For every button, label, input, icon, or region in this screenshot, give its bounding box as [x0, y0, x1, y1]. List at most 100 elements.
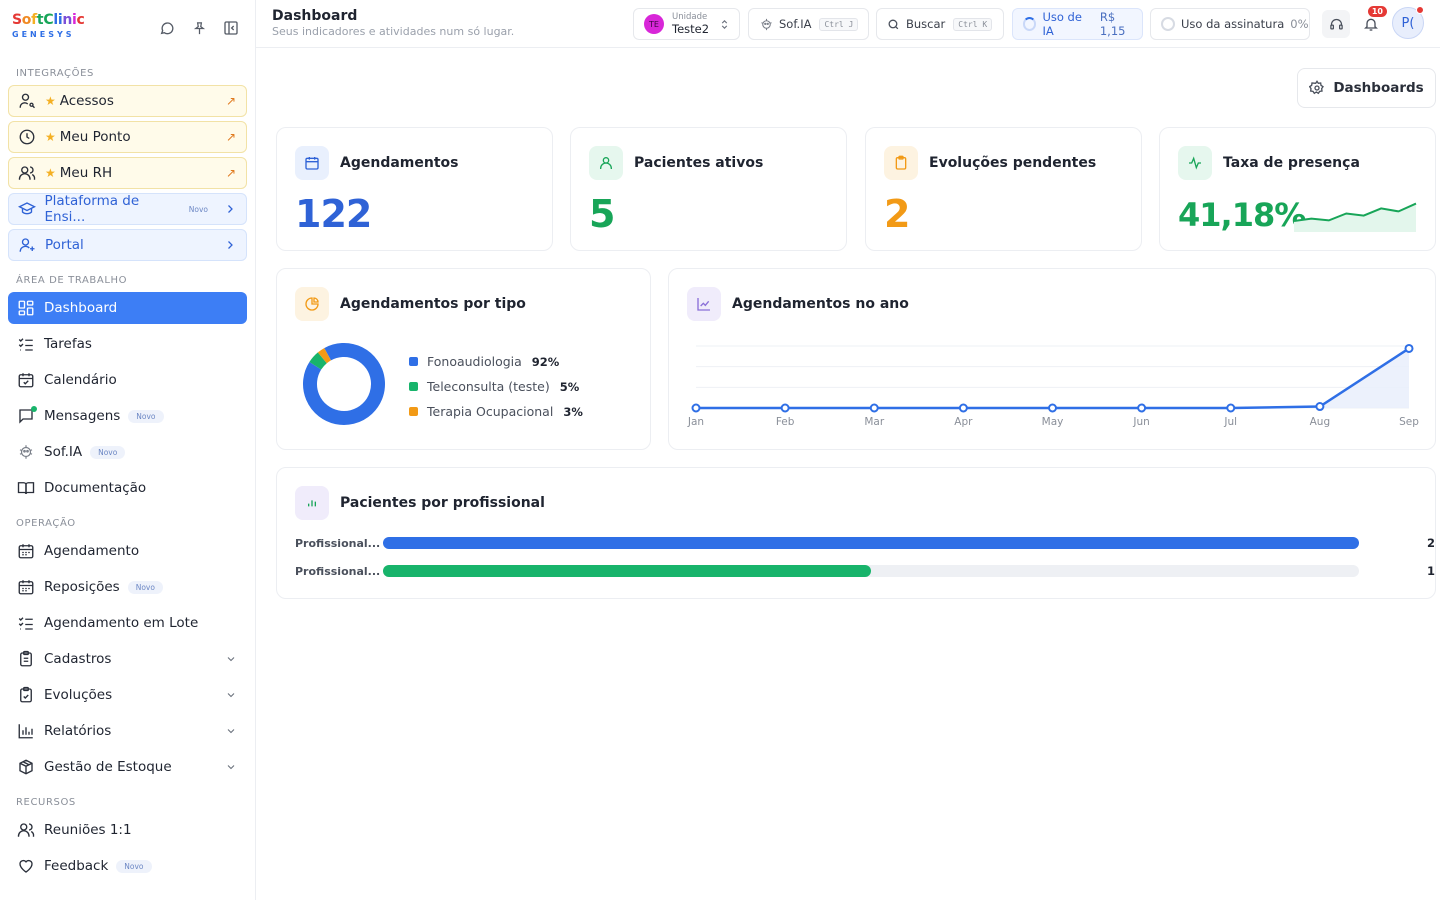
sidebar-item-mensagens[interactable]: Mensagens Novo — [8, 400, 247, 432]
chevron-down-icon — [225, 653, 237, 665]
robot-icon — [759, 17, 774, 32]
donut-slice[interactable] — [309, 352, 327, 370]
sidebar-item-sofia[interactable]: Sof.IA Novo — [8, 436, 247, 468]
chevron-down-icon — [225, 725, 237, 737]
data-point[interactable] — [691, 403, 701, 413]
sidebar-item-relatorios[interactable]: Relatórios — [8, 715, 247, 747]
sidebar-item-calendario[interactable]: Calendário — [8, 364, 247, 396]
card-agendamentos-no-ano: Agendamentos no ano Jan Feb Mar Apr May Jun Ju… — [668, 268, 1436, 450]
search-icon — [887, 18, 900, 31]
search-shortcut: Ctrl K — [953, 17, 993, 31]
sidebar-item-label: Reposições — [44, 579, 120, 595]
new-badge: Novo — [127, 580, 163, 594]
robot-icon — [16, 442, 36, 462]
unit-selector[interactable]: TE Unidade Teste2 — [633, 8, 740, 40]
user-key-icon — [17, 91, 37, 111]
new-badge: Novo — [128, 409, 164, 423]
sidebar-toolbar — [156, 17, 242, 39]
kpi-value: 122 — [295, 192, 372, 236]
sidebar-item-acessos[interactable]: ★ Acessos ↗ — [8, 85, 247, 117]
sidebar-item-portal[interactable]: Portal — [8, 229, 247, 261]
sidebar-item-reunioes[interactable]: Reuniões 1:1 — [8, 814, 247, 846]
calendar-icon — [295, 146, 329, 180]
legend-value: 92% — [531, 354, 560, 369]
sidebar-item-feedback[interactable]: Feedback Novo — [8, 850, 247, 882]
data-point[interactable] — [1315, 402, 1325, 412]
support-button[interactable] — [1322, 10, 1350, 38]
data-point[interactable] — [869, 403, 879, 413]
bar-fill[interactable] — [383, 537, 1359, 549]
data-point[interactable] — [1404, 343, 1414, 353]
ia-usage-ring — [1023, 17, 1037, 31]
brand-letter: C — [43, 12, 54, 28]
data-point[interactable] — [780, 403, 790, 413]
brand-letter: l — [53, 12, 58, 28]
top-header: Dashboard Seus indicadores e atividades … — [256, 0, 1440, 48]
unit-label: Unidade — [672, 12, 708, 22]
collapse-sidebar-icon[interactable] — [220, 17, 242, 39]
x-tick-label: Mar — [864, 416, 884, 428]
sidebar-item-meu-rh[interactable]: ★ Meu RH ↗ — [8, 157, 247, 189]
sidebar-item-tarefas[interactable]: Tarefas — [8, 328, 247, 360]
brand-subtitle: GENESYS — [12, 30, 75, 39]
brand-letter: o — [21, 12, 32, 28]
data-point[interactable] — [1048, 403, 1057, 413]
unit-value: Teste2 — [672, 22, 710, 36]
donut-slice[interactable] — [317, 348, 332, 364]
data-point[interactable] — [1226, 403, 1236, 413]
sidebar-item-label: Agendamento em Lote — [44, 615, 199, 631]
sidebar: SoftClinic GENESYS INTEGRAÇÕES ★ Acessos… — [0, 0, 256, 900]
brand-letter: f — [31, 12, 37, 28]
sidebar-item-agendamento[interactable]: Agendamento — [8, 535, 247, 567]
bar-label: Profissional... — [295, 564, 381, 578]
sidebar-item-documentacao[interactable]: Documentação — [8, 472, 247, 504]
external-link-icon: ↗ — [225, 130, 236, 144]
card-title: Pacientes por profissional — [340, 495, 545, 511]
status-dot — [1416, 6, 1424, 14]
user-avatar[interactable]: P( — [1392, 6, 1424, 39]
sidebar-item-estoque[interactable]: Gestão de Estoque — [8, 751, 247, 783]
sidebar-item-cadastros[interactable]: Cadastros — [8, 643, 247, 675]
package-icon — [16, 757, 36, 777]
subscription-usage-button[interactable]: Uso da assinatura 0% — [1150, 8, 1310, 40]
x-tick-label: Feb — [776, 416, 795, 428]
chat-icon[interactable] — [156, 17, 178, 39]
headset-icon — [1329, 17, 1344, 32]
notifications-button[interactable]: 10 — [1357, 6, 1387, 38]
search-button[interactable]: Buscar Ctrl K — [876, 8, 1004, 40]
sidebar-item-plataforma-ensino[interactable]: Plataforma de Ensi... Novo — [8, 193, 247, 225]
sidebar-item-reposicoes[interactable]: Reposições Novo — [8, 571, 247, 603]
x-tick-label: Jul — [1223, 416, 1237, 428]
kpi-card-pacientes-ativos: Pacientes ativos 5 — [570, 127, 847, 251]
sidebar-item-meu-ponto[interactable]: ★ Meu Ponto ↗ — [8, 121, 247, 153]
brand-letter: n — [62, 12, 72, 28]
x-tick-label: Apr — [954, 416, 973, 428]
donut-legend: Fonoaudiologia 92% Teleconsulta (teste) 5% T… — [409, 349, 583, 424]
sidebar-item-evolucoes[interactable]: Evoluções — [8, 679, 247, 711]
dashboard-icon — [16, 298, 36, 318]
sidebar-item-label: Mensagens — [44, 408, 121, 424]
x-tick-label: Aug — [1310, 416, 1331, 428]
kpi-title: Agendamentos — [340, 155, 459, 171]
data-point[interactable] — [1137, 403, 1147, 413]
ia-usage-label: Uso de IA — [1042, 10, 1082, 38]
sidebar-item-label: Portal — [45, 237, 84, 253]
chevron-down-icon — [225, 761, 237, 773]
kpi-title: Taxa de presença — [1223, 155, 1360, 171]
bar-fill[interactable] — [383, 565, 871, 577]
dashboards-settings-button[interactable]: Dashboards — [1297, 68, 1436, 108]
brand-logo[interactable]: SoftClinic GENESYS — [12, 12, 85, 39]
donut-slice[interactable] — [303, 343, 385, 425]
pin-icon[interactable] — [188, 17, 210, 39]
brand-letter: i — [57, 12, 63, 28]
sidebar-item-dashboard[interactable]: Dashboard — [8, 292, 247, 324]
sofia-button[interactable]: Sof.IA Ctrl J — [748, 8, 869, 40]
new-badge: Novo — [116, 859, 152, 873]
bar-row: Profissional... 2 — [295, 535, 1435, 551]
legend-swatch — [409, 357, 418, 366]
search-label: Buscar — [906, 17, 946, 31]
sidebar-item-agendamento-lote[interactable]: Agendamento em Lote — [8, 607, 247, 639]
brand-letter: i — [71, 12, 77, 28]
data-point[interactable] — [958, 403, 968, 413]
ia-usage-button[interactable]: Uso de IA R$ 1,15 — [1012, 8, 1143, 40]
